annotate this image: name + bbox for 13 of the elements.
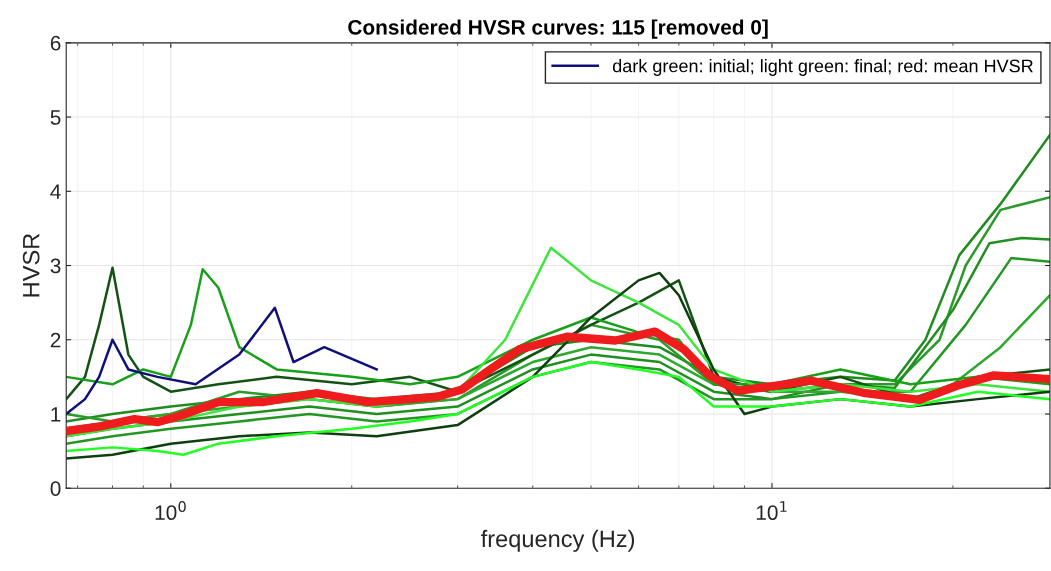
- y-tick-label: 3: [50, 258, 61, 274]
- legend-label: dark green: initial; light green: final; red: mean HVSR: [612, 59, 1033, 76]
- chart-title: Considered HVSR curves: 115 [removed 0]: [348, 19, 768, 39]
- y-tick-label: 6: [50, 35, 61, 51]
- y-tick-label: 5: [50, 110, 61, 125]
- x-tick-label: 10$^{0}$: [155, 501, 186, 521]
- y-tick-label: 2: [50, 332, 61, 348]
- x-axis-title: frequency (Hz): [481, 529, 635, 552]
- y-tick-label: 4: [50, 184, 61, 199]
- y-tick-label: 0: [50, 481, 61, 496]
- x-tick-label: 10$^{1}$: [756, 501, 787, 521]
- y-tick-label: 1: [51, 407, 61, 422]
- y-axis-title: HVSR: [22, 233, 40, 297]
